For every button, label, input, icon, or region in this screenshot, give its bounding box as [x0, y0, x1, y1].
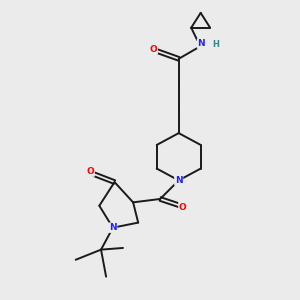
Text: H: H [212, 40, 219, 50]
Text: N: N [109, 223, 117, 232]
Text: N: N [197, 39, 205, 48]
Text: O: O [179, 202, 187, 211]
Text: N: N [175, 176, 182, 185]
Text: O: O [86, 167, 94, 176]
Text: O: O [149, 44, 157, 53]
